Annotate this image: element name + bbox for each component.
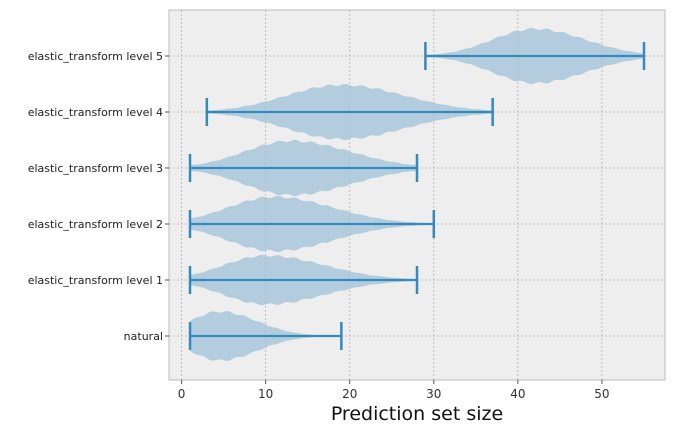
- y-axis-labels: natural elastic_transform level 1 elastic_…: [28, 50, 169, 343]
- y-category-label: elastic_transform level 3: [28, 162, 163, 175]
- y-category-label: elastic_transform level 1: [28, 274, 163, 287]
- x-tick-label: 10: [258, 387, 273, 401]
- x-tick-label: 40: [510, 387, 525, 401]
- x-tick-label: 30: [426, 387, 441, 401]
- x-axis-title: Prediction set size: [331, 403, 503, 425]
- x-tick-label: 50: [594, 387, 609, 401]
- y-category-label: elastic_transform level 2: [28, 218, 163, 231]
- y-category-label: natural: [124, 330, 163, 343]
- x-tick-label: 0: [178, 387, 186, 401]
- x-axis-ticks: 0 10 20 30 40 50: [178, 380, 610, 401]
- y-category-label: elastic_transform level 5: [28, 50, 163, 63]
- violin-series: [188, 27, 646, 361]
- y-category-label: elastic_transform level 4: [28, 106, 163, 119]
- x-tick-label: 20: [342, 387, 357, 401]
